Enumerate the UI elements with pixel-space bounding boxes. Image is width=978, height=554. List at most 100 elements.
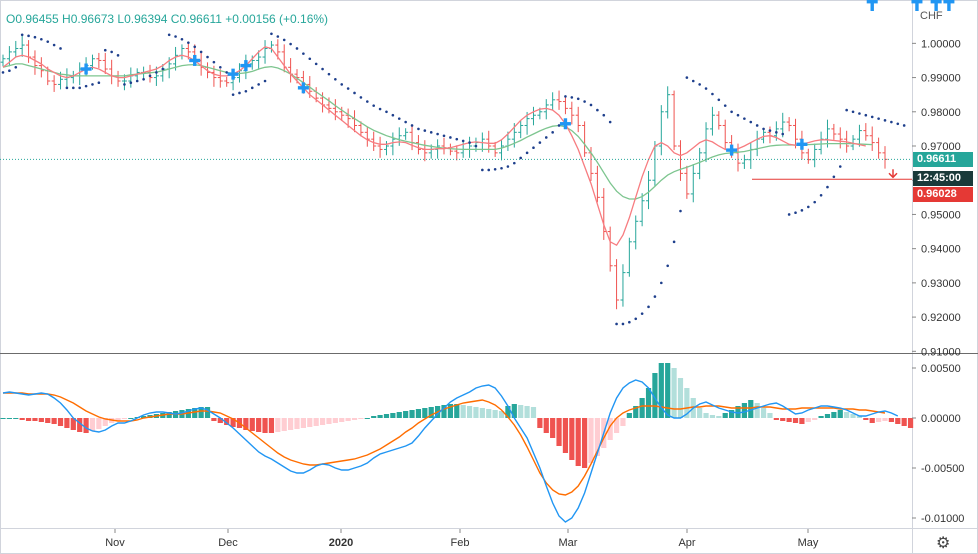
ohlc-bar [569, 101, 575, 125]
macd-hist-bar [102, 418, 108, 426]
ohlc-bar [626, 237, 632, 277]
plus-icon [240, 60, 252, 72]
macd-hist-bar [505, 406, 511, 418]
ohlc-bar [179, 44, 185, 60]
ohlc-bar [831, 123, 837, 140]
psar-dot [615, 322, 618, 326]
ohlc-bar [543, 99, 549, 120]
ohlc-bar [856, 124, 862, 147]
psar-dot [33, 35, 37, 39]
macd-hist-bar [543, 418, 549, 433]
psar-dot [84, 84, 88, 88]
psar-dot [851, 110, 855, 114]
psar-dot [762, 127, 765, 131]
psar-dot [91, 83, 94, 86]
psar-dot [40, 37, 43, 41]
macd-hist-bar [639, 398, 645, 418]
psar-dot [167, 33, 171, 37]
psar-dot [65, 86, 69, 90]
ohlc-bar [128, 67, 134, 88]
macd-hist-bar [537, 418, 543, 428]
ohlc-bar [70, 70, 76, 84]
macd-hist-bar [141, 416, 147, 418]
macd-hist-bar [856, 416, 863, 418]
macd-hist-bar [498, 411, 505, 418]
psar-dot [474, 144, 478, 148]
macd-hist-bar [217, 418, 223, 423]
macd-hist-bar [383, 414, 390, 418]
parabolic-sar [1, 32, 906, 326]
macd-hist-bar [77, 418, 83, 432]
macd-hist-bar [38, 418, 44, 422]
countdown-label: 12:45:00 [913, 170, 973, 186]
macd-hist-bar [575, 418, 581, 466]
macd-hist-bar [626, 413, 632, 418]
plus-icon [559, 118, 571, 130]
psar-dot [487, 168, 491, 172]
macd-hist-bar [518, 405, 524, 418]
price-tick-label: 1.00000 [921, 38, 961, 50]
psar-dot [302, 52, 305, 55]
psar-dot [672, 240, 676, 244]
ohlc-bar [748, 142, 754, 169]
gear-icon[interactable]: ⚙ [936, 535, 951, 552]
macd-tick-label: 0.00500 [921, 363, 961, 375]
macd-hist-bar [51, 418, 57, 424]
macd-hist-bar [550, 418, 556, 438]
ohlc-bar [665, 86, 671, 119]
macd-hist-bar [83, 418, 89, 433]
psar-dot [14, 66, 18, 69]
down-arrow-icon [888, 169, 898, 179]
macd-hist-bar [792, 418, 799, 423]
ohlc-bar [499, 140, 505, 161]
psar-dot [781, 132, 785, 136]
macd-hist-bar [837, 410, 843, 418]
macd-hist-bar [166, 412, 172, 418]
ohlc-bar [396, 127, 402, 146]
time-tick-label: 2020 [329, 537, 353, 549]
macd-hist-bar [697, 408, 703, 418]
psar-dot [570, 96, 574, 99]
macd-hist-bar [805, 418, 811, 422]
psar-dot [838, 165, 842, 168]
psar-dot [340, 83, 344, 86]
macd-hist-bar [377, 415, 383, 418]
macd-hist-bar [786, 418, 792, 422]
ohlc-bar [741, 154, 747, 169]
psar-dot [391, 113, 395, 117]
macd-hist-bar [882, 418, 888, 421]
macd-hist-bar [671, 368, 677, 418]
psar-dot [135, 79, 139, 83]
macd-hist-bar [89, 418, 96, 431]
psar-dot [97, 81, 101, 85]
psar-dot [417, 127, 420, 131]
ohlc-bar [697, 147, 703, 180]
psar-dot [436, 132, 439, 136]
macd-hist-bar [466, 406, 473, 418]
macd-hist-bar [556, 418, 562, 446]
macd-hist-bar [735, 406, 741, 418]
psar-dot [685, 76, 689, 79]
macd-hist-bar [256, 418, 262, 432]
psar-dot [359, 96, 363, 99]
ohlc-bar [256, 50, 262, 70]
psar-dot [346, 87, 350, 90]
macd-hist-bar [760, 408, 767, 418]
macd-hist-bar [665, 363, 671, 418]
ohlc-bar [684, 165, 690, 199]
ohlc-bar [767, 126, 773, 144]
ohlc-bar [102, 52, 108, 74]
psar-dot [576, 97, 580, 101]
alert-price-label[interactable]: 0.96028 [913, 186, 973, 202]
ohlc-bar [467, 136, 473, 158]
ohlc-bar [639, 193, 645, 227]
macd-hist-bar [326, 418, 332, 424]
plus-icon [930, 0, 942, 11]
psar-dot [385, 110, 388, 114]
macd-hist-bar [422, 408, 428, 418]
ohlc-bar [377, 136, 383, 158]
macd-hist-bar [211, 418, 217, 421]
ohlc-bar [716, 111, 722, 130]
psar-dot [506, 165, 510, 168]
